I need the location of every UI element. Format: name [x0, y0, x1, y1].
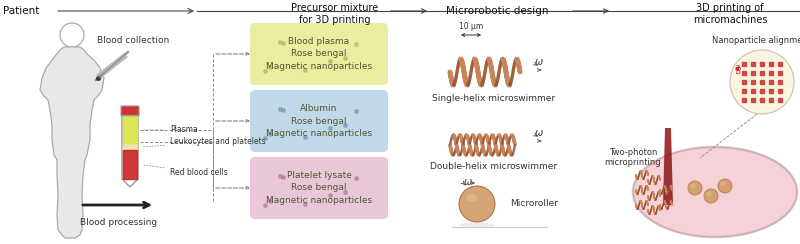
Text: Microrobotic design: Microrobotic design: [446, 6, 548, 16]
Polygon shape: [663, 128, 673, 205]
Text: $\omega$: $\omega$: [534, 128, 544, 138]
Text: Nanoparticle alignment: Nanoparticle alignment: [713, 36, 800, 45]
Polygon shape: [123, 150, 137, 179]
Ellipse shape: [633, 147, 797, 237]
Text: Microroller: Microroller: [510, 200, 558, 209]
FancyBboxPatch shape: [250, 90, 388, 152]
Text: 3D printing of
micromachines: 3D printing of micromachines: [693, 3, 767, 25]
Circle shape: [718, 179, 732, 193]
Text: Patient: Patient: [3, 6, 39, 16]
Text: Single-helix microswimmer: Single-helix microswimmer: [433, 94, 555, 103]
Ellipse shape: [467, 194, 477, 202]
Text: Plasma: Plasma: [142, 125, 198, 134]
Text: Platelet lysate
Rose bengal
Magnetic nanoparticles: Platelet lysate Rose bengal Magnetic nan…: [266, 171, 372, 205]
Text: Leukocytes and platelets: Leukocytes and platelets: [142, 138, 266, 147]
Text: Two-photon
microprinting: Two-photon microprinting: [605, 148, 662, 167]
Polygon shape: [123, 144, 137, 150]
Circle shape: [688, 181, 702, 195]
Text: $\vec{B}$: $\vec{B}$: [734, 63, 742, 77]
Ellipse shape: [690, 184, 695, 188]
FancyBboxPatch shape: [250, 23, 388, 85]
Polygon shape: [40, 47, 104, 238]
Ellipse shape: [721, 182, 726, 186]
Text: Precursor mixture
for 3D printing: Precursor mixture for 3D printing: [291, 3, 378, 25]
Text: Blood plasma
Rose bengal
Magnetic nanoparticles: Blood plasma Rose bengal Magnetic nanopa…: [266, 37, 372, 71]
Text: $\omega$: $\omega$: [463, 177, 473, 187]
Text: Blood processing: Blood processing: [80, 218, 157, 227]
Text: $\omega$: $\omega$: [534, 57, 544, 67]
Text: 10 μm: 10 μm: [459, 22, 483, 31]
Ellipse shape: [706, 192, 711, 196]
FancyBboxPatch shape: [121, 106, 139, 116]
Polygon shape: [123, 116, 137, 144]
Text: Double-helix microswimmer: Double-helix microswimmer: [430, 162, 558, 171]
Circle shape: [730, 50, 794, 114]
Text: Red blood cells: Red blood cells: [142, 165, 228, 177]
Ellipse shape: [459, 186, 495, 222]
Text: Blood collection: Blood collection: [97, 36, 169, 45]
Ellipse shape: [459, 223, 495, 227]
Circle shape: [704, 189, 718, 203]
Text: Albumin
Rose bengal
Magnetic nanoparticles: Albumin Rose bengal Magnetic nanoparticl…: [266, 104, 372, 138]
FancyBboxPatch shape: [250, 157, 388, 219]
